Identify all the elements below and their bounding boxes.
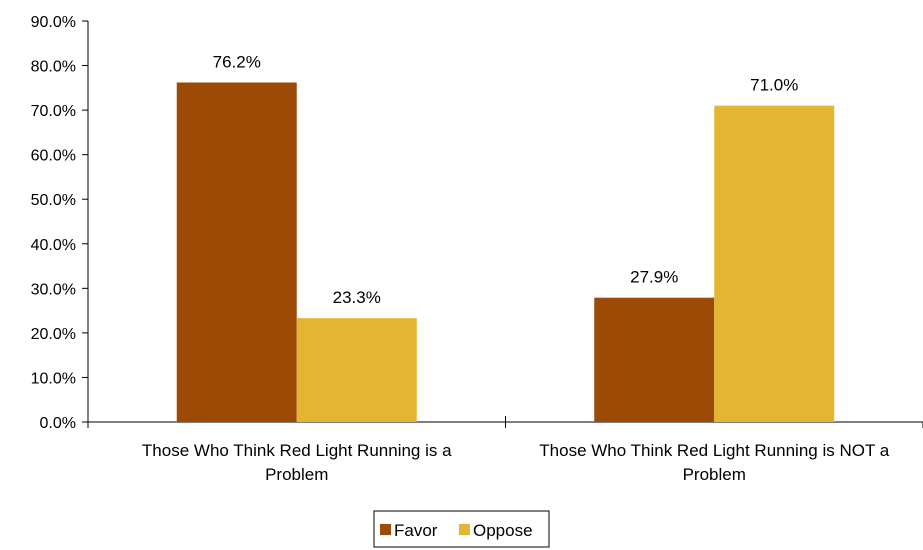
data-label: 23.3% bbox=[333, 288, 381, 307]
category-label: Problem bbox=[683, 465, 746, 484]
category-labels: Those Who Think Red Light Running is a Pr… bbox=[142, 441, 890, 484]
y-tick-label: 30.0% bbox=[31, 281, 76, 298]
y-tick-label: 20.0% bbox=[31, 326, 76, 343]
legend-swatch-oppose bbox=[459, 524, 470, 535]
y-tick-label: 60.0% bbox=[31, 148, 76, 165]
bar-favor-0 bbox=[176, 82, 297, 422]
data-label: 27.9% bbox=[630, 268, 678, 287]
legend-label-favor: Favor bbox=[394, 521, 438, 540]
category-label: Those Who Think Red Light Running is NOT… bbox=[539, 441, 889, 460]
bar-oppose-0 bbox=[296, 318, 417, 422]
y-tick-label: 50.0% bbox=[31, 192, 76, 209]
legend-swatch-favor bbox=[380, 524, 391, 535]
y-tick-label: 70.0% bbox=[31, 103, 76, 120]
data-labels: 76.2% 23.3% 27.9% 71.0% bbox=[213, 52, 799, 307]
y-tick-label: 90.0% bbox=[31, 14, 76, 31]
category-label: Those Who Think Red Light Running is a bbox=[142, 441, 452, 460]
bar-favor-1 bbox=[594, 297, 715, 422]
y-tick-label: 10.0% bbox=[31, 370, 76, 387]
data-label: 76.2% bbox=[213, 52, 261, 71]
y-tick-label: 40.0% bbox=[31, 237, 76, 254]
y-tick-label: 0.0% bbox=[40, 415, 76, 432]
legend-label-oppose: Oppose bbox=[473, 521, 533, 540]
bar-oppose-1 bbox=[714, 105, 835, 423]
y-axis: 0.0% 10.0% 20.0% 30.0% 40.0% 50.0% 60.0% 70.0% 8… bbox=[31, 14, 89, 432]
legend: Favor Oppose bbox=[373, 510, 550, 548]
bars bbox=[176, 82, 835, 423]
data-label: 71.0% bbox=[750, 76, 798, 95]
category-label: Problem bbox=[265, 465, 328, 484]
y-tick-label: 80.0% bbox=[31, 59, 76, 76]
